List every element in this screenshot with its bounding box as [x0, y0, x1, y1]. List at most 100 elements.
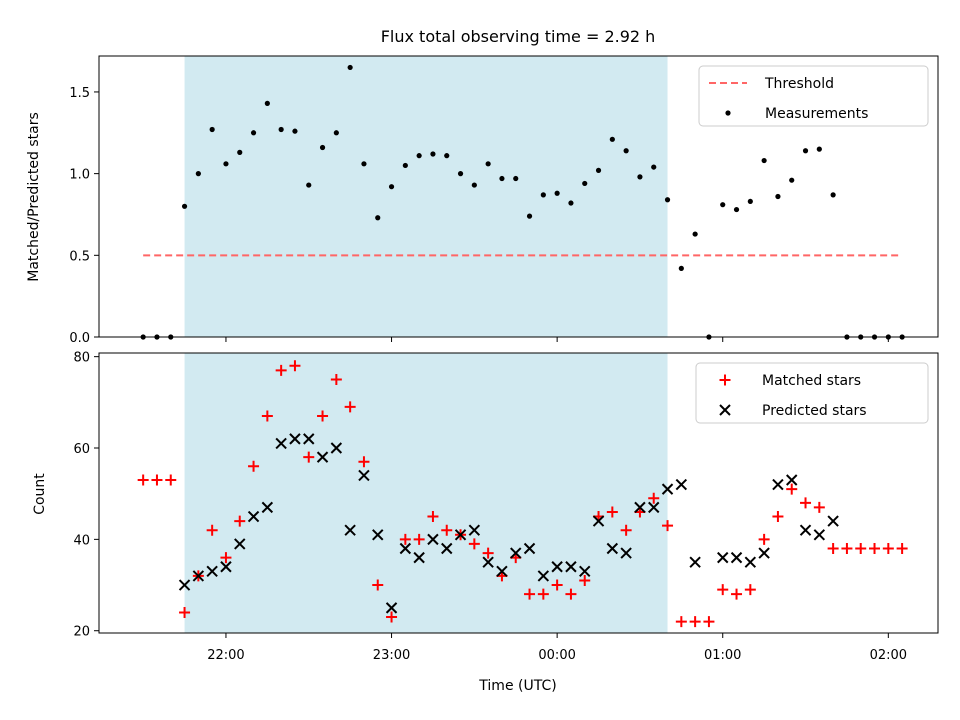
- predicted-star-point: [648, 501, 660, 514]
- axes-frame: [98, 352, 939, 634]
- measurement-point: [278, 126, 284, 133]
- matched-star-point: [744, 584, 756, 596]
- measurement-point: [333, 130, 339, 136]
- legend-x-swatch: [719, 404, 731, 416]
- measurement-point: [526, 213, 533, 219]
- matched-star-point: [413, 533, 425, 545]
- predicted-star-point: [744, 556, 757, 568]
- predicted-star-point: [482, 556, 494, 568]
- matched-star-point: [303, 451, 315, 463]
- matched-star-point: [427, 511, 439, 523]
- matched-star-point: [855, 542, 867, 554]
- predicted-star-point: [717, 551, 729, 564]
- predicted-star-point: [192, 570, 205, 582]
- x-axis-label: Time (UTC): [478, 678, 556, 694]
- matched-star-point: [330, 373, 342, 385]
- predicted-star-point: [786, 474, 798, 486]
- measurement-point: [582, 180, 588, 187]
- predicted-star-point: [799, 524, 812, 536]
- predicted-star-point: [620, 547, 632, 559]
- measurement-point: [306, 182, 312, 188]
- predicted-star-point: [247, 510, 260, 523]
- measurement-point: [568, 200, 574, 206]
- predicted-star-point: [675, 478, 688, 491]
- legend-label: Threshold: [764, 76, 834, 92]
- predicted-star-point: [813, 529, 826, 541]
- matched-star-point: [206, 524, 218, 536]
- matched-star-point: [275, 364, 287, 376]
- axes-frame: [98, 55, 939, 338]
- matched-star-point: [579, 574, 591, 586]
- predicted-star-point: [206, 565, 218, 578]
- x-tick-label: 22:00: [207, 648, 244, 663]
- matched-star-point: [344, 401, 356, 413]
- predicted-star-point: [316, 451, 329, 463]
- matched-star-point: [648, 492, 660, 504]
- measurement-point: [692, 231, 698, 237]
- measurement-point: [250, 130, 257, 136]
- legend-box: [698, 65, 929, 127]
- matched-star-point: [758, 533, 770, 545]
- matched-star-point: [731, 588, 743, 600]
- predicted-star-point: [634, 501, 646, 514]
- matched-star-point: [179, 606, 191, 618]
- matched-star-point: [358, 456, 370, 468]
- matched-star-point: [468, 538, 480, 550]
- matched-star-point: [689, 616, 701, 628]
- measurement-point: [761, 157, 767, 164]
- measurement-point: [678, 265, 684, 271]
- matched-star-point: [537, 588, 549, 600]
- matched-star-point: [261, 410, 273, 422]
- predicted-star-point: [261, 501, 274, 514]
- predicted-star-point: [385, 602, 398, 614]
- legend-label: Measurements: [765, 106, 868, 122]
- legend-plus-swatch: [719, 374, 731, 386]
- matched-star-point: [813, 501, 825, 513]
- highlight-span: [184, 353, 668, 633]
- x-tick-label: 02:00: [870, 648, 907, 663]
- legend-label: Predicted stars: [762, 403, 867, 419]
- legend-dot-swatch: [725, 110, 731, 116]
- predicted-star-point: [178, 579, 191, 591]
- measurement-point: [720, 202, 726, 208]
- y-tick-label: 0.5: [69, 249, 90, 264]
- measurement-point: [264, 100, 270, 106]
- measurement-point: [430, 151, 436, 157]
- y-tick-label: 1.5: [69, 86, 90, 101]
- matched-star-point: [151, 474, 163, 486]
- measurement-point: [444, 153, 450, 159]
- matched-star-point: [220, 552, 232, 564]
- legend-label: Matched stars: [762, 373, 861, 389]
- measurement-point: [775, 193, 781, 200]
- measurement-point: [513, 175, 519, 182]
- chart-title: Flux total observing time = 2.92 h: [381, 27, 656, 46]
- matched-star-point: [662, 520, 674, 532]
- measurement-point: [209, 126, 215, 133]
- measurement-point: [830, 192, 836, 198]
- measurement-point: [816, 146, 822, 152]
- matched-star-point: [386, 611, 398, 623]
- measurement-point: [609, 136, 615, 142]
- legend-box: [695, 362, 929, 424]
- matched-star-point: [137, 474, 149, 486]
- matched-star-point: [234, 515, 246, 527]
- measurement-point: [664, 197, 671, 203]
- matched-star-point: [317, 410, 329, 422]
- y-axis-label-ratio: Matched/Predicted stars: [26, 112, 42, 282]
- measurement-point: [637, 174, 643, 180]
- matched-star-point: [675, 616, 687, 628]
- matched-star-point: [551, 579, 563, 591]
- predicted-star-point: [689, 556, 701, 568]
- measurement-point: [416, 153, 422, 159]
- measurement-point: [802, 148, 809, 154]
- count-panel: 20 40 60 80 22:00 23:00 00:00 01:00 02:00 Matched…: [73, 351, 939, 663]
- y-tick-label: 1.0: [69, 168, 90, 183]
- y-tick-label: 0.0: [69, 331, 90, 346]
- predicted-star-point: [372, 529, 384, 541]
- predicted-star-point: [454, 529, 467, 541]
- measurement-point: [485, 161, 491, 167]
- matched-star-point: [869, 542, 881, 554]
- measurement-point: [457, 171, 464, 177]
- predicted-star-point: [827, 515, 839, 527]
- measurement-point: [375, 215, 381, 221]
